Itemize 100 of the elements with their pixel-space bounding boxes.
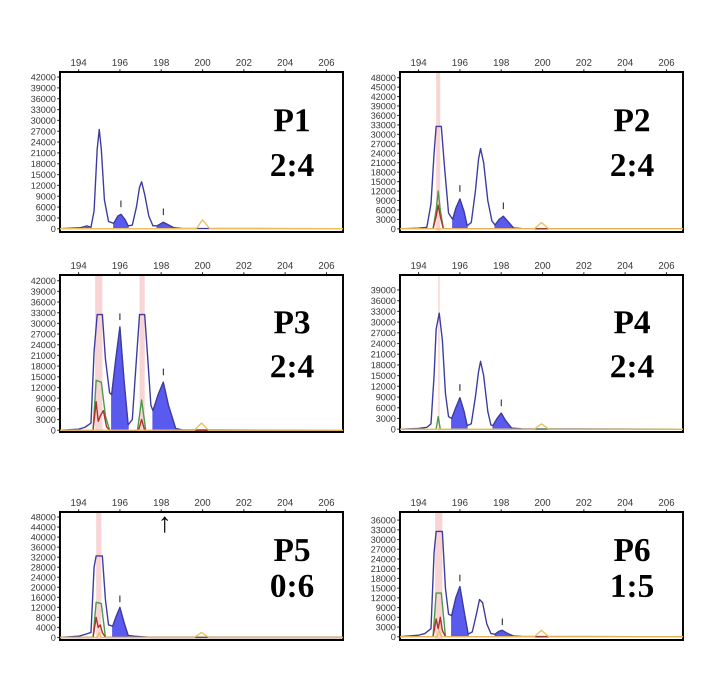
y-tick-label: 9000 (36, 193, 56, 200)
y-tick-label: 36000 (31, 544, 56, 550)
y-tick-label: 30000 (31, 320, 56, 327)
y-tick-label: 21000 (371, 160, 396, 166)
y-tick-label: 24000 (31, 574, 56, 581)
x-tick-label: 194 (71, 59, 86, 66)
y-tick-label: 33000 (371, 526, 396, 534)
annotation: P4 (614, 311, 650, 334)
annotation: 2:4 (611, 355, 654, 378)
x-tick-label: 204 (618, 59, 633, 66)
x-tick-label: 204 (278, 262, 293, 269)
y-tick-label: 0 (391, 634, 396, 640)
y-tick-label: 33000 (371, 122, 396, 128)
y-tick-label: 9000 (376, 604, 396, 611)
y-tick-label: 33000 (31, 310, 56, 316)
y-tick-label: 27000 (31, 128, 56, 135)
y-tick-label: 12000 (31, 182, 56, 189)
annotation: I (459, 384, 460, 391)
y-tick-label: 3000 (376, 415, 396, 422)
x-tick-label: 198 (154, 59, 169, 66)
annotation: 1:5 (612, 574, 654, 598)
x-tick-label: 206 (658, 262, 674, 269)
y-tick-label: 42000 (30, 278, 56, 284)
x-tick-label: 198 (154, 499, 169, 506)
annotation: P3 (274, 311, 310, 334)
y-tick-label: 30000 (371, 131, 396, 138)
y-tick-label: 18000 (371, 575, 396, 582)
annotation: P6 (614, 538, 650, 562)
x-tick-label: 206 (318, 59, 334, 66)
y-tick-label: 18000 (31, 160, 56, 168)
y-tick-label: 0 (51, 634, 56, 641)
x-tick-label: 194 (71, 262, 86, 269)
x-tick-label: 202 (236, 499, 252, 506)
y-tick-label: 30000 (371, 536, 396, 543)
x-tick-label: 202 (576, 59, 592, 66)
y-tick-label: 0 (391, 426, 396, 433)
annotation: P5 (274, 539, 310, 562)
y-tick-label: 15000 (371, 372, 396, 379)
annotation: I (500, 399, 502, 406)
y-tick-label: 18000 (371, 362, 396, 368)
y-tick-label: 9000 (376, 197, 396, 204)
x-tick-label: 204 (618, 499, 633, 506)
annotation: I (162, 368, 164, 376)
x-tick-label: 196 (452, 262, 468, 269)
y-tick-label: 44000 (30, 524, 56, 530)
annotation: I (459, 185, 460, 192)
y-tick-label: 42000 (30, 74, 56, 80)
x-tick-label: 206 (318, 499, 334, 506)
y-tick-label: 24000 (31, 342, 56, 348)
x-tick-label: 202 (576, 262, 592, 269)
x-tick-label: 196 (112, 499, 128, 506)
x-tick-label: 206 (658, 499, 674, 506)
y-tick-label: 16000 (31, 594, 56, 601)
annotation: 0:6 (271, 574, 314, 598)
y-tick-label: 6000 (36, 204, 56, 210)
x-tick-label: 200 (194, 262, 210, 269)
y-tick-label: 45000 (370, 84, 396, 90)
x-tick-label: 202 (236, 262, 252, 269)
y-tick-label: 36000 (371, 112, 396, 119)
y-tick-label: 20000 (31, 584, 56, 591)
y-tick-label: 6000 (376, 614, 396, 621)
y-tick-label: 3000 (376, 216, 396, 223)
x-tick-label: 206 (318, 262, 334, 269)
y-tick-label: 39000 (31, 84, 56, 92)
y-tick-label: 3000 (36, 214, 56, 222)
y-tick-label: 24000 (371, 556, 396, 562)
annotation: P2 (614, 109, 650, 132)
x-tick-label: 204 (278, 59, 293, 66)
y-tick-label: 36000 (371, 517, 396, 524)
x-tick-label: 200 (194, 59, 210, 66)
x-tick-label: 202 (576, 499, 592, 506)
y-tick-label: 3000 (376, 624, 396, 630)
annotation: 2:4 (271, 154, 314, 176)
annotation: I (162, 208, 164, 216)
y-tick-label: 36000 (371, 298, 396, 304)
y-tick-label: 24000 (371, 150, 396, 157)
annotation: P1 (274, 109, 309, 132)
y-tick-label: 24000 (371, 340, 396, 347)
y-tick-label: 30000 (31, 117, 56, 124)
annotation: I (120, 200, 122, 208)
y-tick-label: 39000 (31, 288, 56, 295)
x-tick-label: 198 (494, 262, 509, 269)
y-tick-label: 39000 (371, 286, 396, 294)
x-tick-label: 204 (278, 499, 293, 506)
x-tick-label: 194 (411, 262, 426, 269)
y-tick-label: 27000 (371, 330, 396, 336)
y-tick-label: 48000 (30, 514, 56, 520)
y-tick-label: 15000 (371, 178, 396, 185)
y-tick-label: 15000 (31, 374, 56, 380)
y-tick-label: 27000 (371, 546, 396, 553)
x-tick-label: 202 (236, 59, 252, 66)
annotation: 2:4 (611, 154, 654, 176)
annotation: I (502, 618, 503, 626)
y-tick-label: 21000 (371, 351, 396, 358)
y-tick-label: 21000 (31, 150, 56, 156)
y-tick-label: 0 (51, 427, 56, 434)
annotation: I (119, 313, 120, 320)
y-tick-label: 6000 (36, 406, 56, 412)
y-tick-label: 12000 (371, 383, 396, 390)
annotation: I (119, 596, 120, 602)
